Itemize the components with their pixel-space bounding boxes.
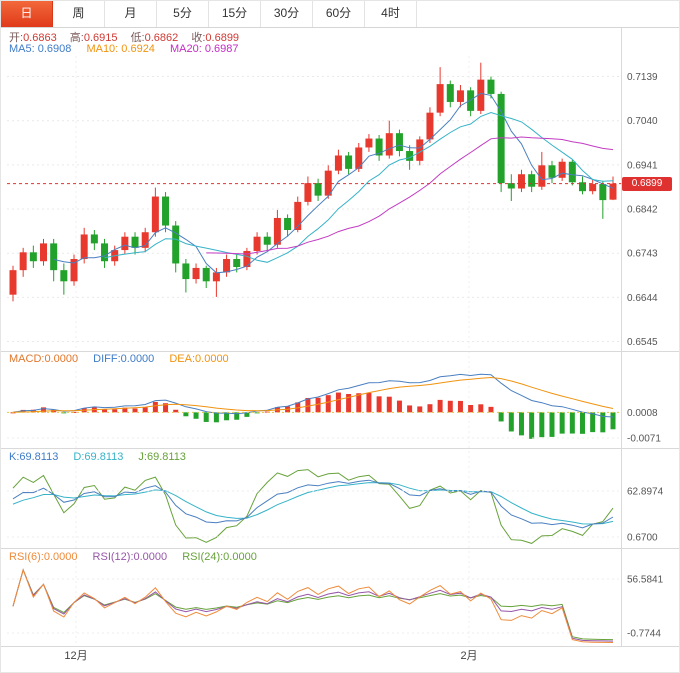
ma-info: MA5: 0.6908 MA10: 0.6924 MA20: 0.6987 xyxy=(9,43,239,55)
axis-label: 62.8974 xyxy=(627,487,664,498)
kdj-info: K:69.8113 D:69.8113 J:69.8113 xyxy=(9,451,186,463)
axis-label: 0.7040 xyxy=(627,116,658,127)
rsi-panel xyxy=(12,568,614,643)
rsi12-value: RSI(12):0.0000 xyxy=(92,551,168,563)
macd-info: MACD:0.0000 DIFF:0.0000 DEA:0.0000 xyxy=(9,353,229,365)
tab-4hour[interactable]: 4时 xyxy=(365,1,417,27)
open-value: 0.6863 xyxy=(23,32,57,44)
dea-value: DEA:0.0000 xyxy=(169,353,229,365)
axis-label: -0.7744 xyxy=(627,629,661,640)
kdj-panel xyxy=(12,469,614,544)
high-value: 0.6915 xyxy=(83,32,118,44)
rsi24-value: RSI(24):0.0000 xyxy=(182,551,257,563)
close-label: 收: xyxy=(191,32,206,44)
low-value: 0.6862 xyxy=(144,32,179,44)
d-value: D:69.8113 xyxy=(73,451,124,463)
diff-value: DIFF:0.0000 xyxy=(93,353,155,365)
tab-day[interactable]: 日 xyxy=(1,1,53,27)
axis-label: 0.6743 xyxy=(627,249,658,260)
open-label: 开: xyxy=(9,32,24,44)
macd-panel xyxy=(10,373,616,439)
tab-60min[interactable]: 60分 xyxy=(313,1,365,27)
axis-label: 0.7139 xyxy=(627,72,658,83)
ohlc-info: 开:0.6863 高:0.6915 低:0.6862 收:0.6899 xyxy=(9,29,249,45)
x-axis-label: 2月 xyxy=(460,650,477,662)
axis-label: 0.6545 xyxy=(627,337,658,348)
current-price-badge: 0.6899 xyxy=(622,177,672,191)
rsi6-value: RSI(6):0.0000 xyxy=(9,551,78,563)
timeframe-tabbar: 日周月 5分 15分 30分 60分 4时 xyxy=(1,1,679,28)
axis-label: 0.0008 xyxy=(627,408,658,419)
axis-label: 0.6644 xyxy=(627,293,658,304)
tab-15min[interactable]: 15分 xyxy=(209,1,261,27)
low-label: 低: xyxy=(130,32,145,44)
tab-5min[interactable]: 5分 xyxy=(157,1,209,27)
ma20-value: MA20: 0.6987 xyxy=(170,43,239,55)
ma5-value: MA5: 0.6908 xyxy=(9,43,72,55)
axis-label: -0.0071 xyxy=(627,434,661,445)
axis-label: 56.5841 xyxy=(627,575,664,586)
candles xyxy=(9,62,617,302)
close-value: 0.6899 xyxy=(205,32,240,44)
ma10-value: MA10: 0.6924 xyxy=(86,43,155,55)
axis-label: 0.6941 xyxy=(627,160,658,171)
axis-label: 0.6700 xyxy=(627,533,658,544)
panel-separators xyxy=(1,27,679,647)
x-axis-label: 12月 xyxy=(64,650,87,662)
macd-value: MACD:0.0000 xyxy=(9,353,79,365)
high-label: 高: xyxy=(69,32,84,44)
k-value: K:69.8113 xyxy=(9,451,59,463)
tab-30min[interactable]: 30分 xyxy=(261,1,313,27)
tab-week[interactable]: 周 xyxy=(53,1,105,27)
tab-month[interactable]: 月 xyxy=(105,1,157,27)
j-value: J:69.8113 xyxy=(138,451,186,463)
axis-label: 0.6842 xyxy=(627,205,658,216)
ma-lines xyxy=(53,92,614,274)
rsi-info: RSI(6):0.0000 RSI(12):0.0000 RSI(24):0.0… xyxy=(9,551,257,563)
